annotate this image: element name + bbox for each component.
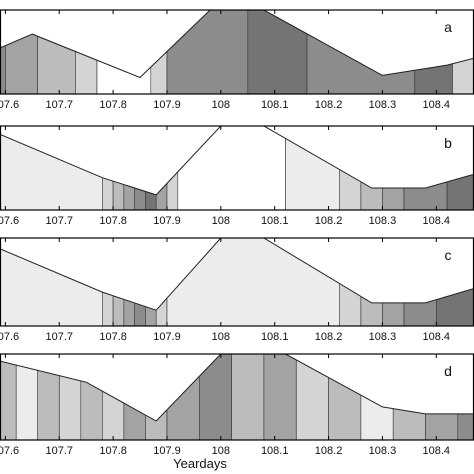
panel-letter: a <box>444 19 452 35</box>
x-tick-label: 108.3 <box>369 215 397 227</box>
contour-band <box>0 354 17 440</box>
x-tick-label: 107.8 <box>99 215 127 227</box>
x-tick-label: 108.4 <box>423 215 451 227</box>
contour-band <box>231 354 265 440</box>
x-tick-label: 107.7 <box>45 331 73 343</box>
x-tick-label: 108.2 <box>315 99 343 111</box>
x-tick-label: 107.8 <box>99 445 127 457</box>
contour-band <box>263 354 297 440</box>
x-tick-label: 107.6 <box>0 99 19 111</box>
panel-letter: d <box>444 363 452 379</box>
panel-letter-backing <box>440 18 458 36</box>
x-tick-label: 107.6 <box>0 215 19 227</box>
x-tick-label: 108.2 <box>315 215 343 227</box>
panel-b: 107.6 107.7 107.8 107.9 108 108.1 108.2 108.3 10… <box>0 125 474 227</box>
panel-a: 107.6 107.7 107.8 107.9 108 108.1 108.2 108.3 10… <box>0 9 474 111</box>
x-tick-label: 107.6 <box>0 331 19 343</box>
x-tick-label: 107.9 <box>153 215 181 227</box>
panel-c: 107.6 107.7 107.8 107.9 108 108.1 108.2 108.3 10… <box>0 237 474 343</box>
x-tick-label: 108 <box>212 99 230 111</box>
x-tick-label: 108.1 <box>261 215 289 227</box>
x-tick-label: 108.1 <box>261 331 289 343</box>
panel-d: 107.6 107.7 107.8 107.9 108 108.1 108.2 108.3 10… <box>0 353 474 457</box>
x-tick-label: 108.2 <box>315 331 343 343</box>
x-tick-label: 108.4 <box>423 331 451 343</box>
x-tick-label: 108 <box>212 331 230 343</box>
x-tick-label: 108.3 <box>369 331 397 343</box>
x-tick-label: 107.9 <box>153 331 181 343</box>
x-tick-label: 107.7 <box>45 215 73 227</box>
panel-letter: b <box>444 135 452 151</box>
x-axis-title: Yeardays <box>173 456 227 471</box>
x-tick-label: 107.9 <box>153 99 181 111</box>
x-tick-label: 107.7 <box>45 445 73 457</box>
panel-letter-backing <box>440 246 458 264</box>
x-tick-label: 108.1 <box>261 99 289 111</box>
x-tick-label: 107.8 <box>99 99 127 111</box>
x-tick-label: 108.3 <box>369 99 397 111</box>
x-tick-label: 108.4 <box>423 99 451 111</box>
x-tick-label: 108 <box>212 445 230 457</box>
x-tick-label: 108.1 <box>261 445 289 457</box>
panels-layer: 107.6 107.7 107.8 107.9 108 108.1 108.2 108.3 10… <box>0 9 474 457</box>
x-tick-label: 107.7 <box>45 99 73 111</box>
panel-letter: c <box>445 247 452 263</box>
x-tick-label: 108.3 <box>369 445 397 457</box>
x-tick-label: 107.6 <box>0 445 19 457</box>
x-tick-label: 107.9 <box>153 445 181 457</box>
x-tick-label: 108.2 <box>315 445 343 457</box>
x-tick-label: 107.8 <box>99 331 127 343</box>
x-tick-label: 108 <box>212 215 230 227</box>
x-tick-label: 108.4 <box>423 445 451 457</box>
panel-letter-backing <box>440 134 458 152</box>
panel-letter-backing <box>440 362 458 380</box>
